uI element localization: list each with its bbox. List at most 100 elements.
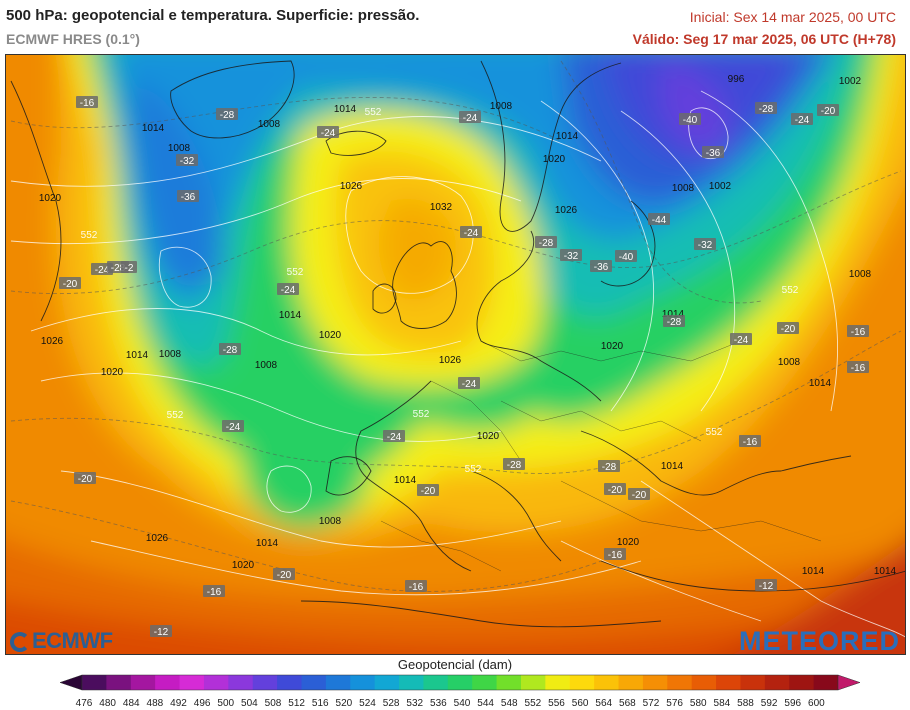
temperature-label: -40 [683, 115, 698, 126]
colorbar-tick: 524 [359, 698, 376, 709]
pressure-label: 1008 [168, 143, 191, 154]
temperature-label-bg [277, 283, 299, 295]
colorbar-segment [667, 675, 693, 690]
colorbar-tick: 560 [572, 698, 589, 709]
colorbar-tick: 520 [336, 698, 353, 709]
temperature-label-bg [739, 435, 761, 447]
colorbar-tick: 492 [170, 698, 187, 709]
contour-label: 552 [413, 409, 430, 420]
temperature-label-bg [219, 343, 241, 355]
colorbar-segment [252, 675, 278, 690]
colorbar-tick: 480 [99, 698, 116, 709]
contour-label: 552 [287, 267, 304, 278]
colorbar-tick: 488 [147, 698, 164, 709]
pressure-label: 1020 [39, 193, 62, 204]
temperature-label: -28 [507, 460, 522, 471]
pressure-label: 1026 [555, 205, 578, 216]
colorbar-segment [203, 675, 229, 690]
colorbar-tick: 548 [501, 698, 518, 709]
colorbar-arrow-right [837, 674, 861, 691]
colorbar-segment [374, 675, 400, 690]
temperature-label-bg [679, 113, 701, 125]
weather-map[interactable]: 996 1002 1014 1008 1014 1008 1008 1014 1020 1008 1… [5, 54, 906, 655]
pressure-label: 1026 [439, 355, 462, 366]
colorbar-segment [325, 675, 351, 690]
pressure-label: 1020 [477, 431, 500, 442]
contour-label: 552 [706, 427, 723, 438]
temperature-label-bg [604, 548, 626, 560]
colorbar-segment [472, 675, 498, 690]
pressure-label: 1014 [809, 378, 832, 389]
temperature-label: -24 [95, 265, 110, 276]
pressure-label: 1008 [255, 360, 278, 371]
temperature-label-bg [702, 146, 724, 158]
temperature-label: -24 [795, 115, 810, 126]
colorbar-tick: 596 [784, 698, 801, 709]
temperature-label: -20 [63, 279, 78, 290]
colorbar-tick: 588 [737, 698, 754, 709]
colorbar-tick: 528 [383, 698, 400, 709]
temperature-label-bg [791, 113, 813, 125]
colorbar-segment [179, 675, 205, 690]
temperature-label-bg [694, 238, 716, 250]
temperature-label: -24 [463, 113, 478, 124]
pressure-label: 1020 [232, 560, 255, 571]
pressure-label: 1008 [258, 119, 281, 130]
colorbar-tick: 564 [595, 698, 612, 709]
temperature-label-bg [503, 458, 525, 470]
pressure-label: 1008 [672, 183, 695, 194]
legend-title: Geopotencial (dam) [397, 657, 513, 672]
pressure-label: 1008 [319, 516, 342, 527]
temperature-label-bg [730, 333, 752, 345]
colorbar-segment [813, 675, 839, 690]
colorbar-tick: 568 [619, 698, 636, 709]
colorbar: 476 480 484 488 492 496 500 504 508 512 516 520 524 5… [59, 674, 861, 709]
temperature-label: -24 [387, 432, 402, 443]
temperature-label: -40 [619, 252, 634, 263]
temperature-label-bg [598, 460, 620, 472]
model-name: ECMWF HRES (0.1°) [6, 31, 140, 47]
temperature-isotherms [10, 60, 902, 592]
temperature-label-bg [535, 236, 557, 248]
temperature-label-bg [817, 104, 839, 116]
temperature-label-bg [317, 126, 339, 138]
colorbar-segment [618, 675, 644, 690]
temperature-label: -28 [539, 238, 554, 249]
colorbar-tick: 504 [241, 698, 258, 709]
colorbar-segment [277, 675, 302, 690]
temperature-label: -16 [851, 363, 866, 374]
colorbar-segment [740, 675, 766, 690]
colorbar-segment [130, 675, 156, 690]
colorbar-segment [520, 675, 546, 690]
contour-label: 552 [782, 285, 799, 296]
temperature-label-bg [615, 250, 637, 262]
pressure-label: 1032 [430, 202, 453, 213]
temperature-label: -20 [277, 570, 292, 581]
temperature-label-bg [460, 226, 482, 238]
pressure-label: 1002 [839, 76, 862, 87]
pressure-label: 1002 [709, 181, 732, 192]
pressure-label: 1014 [874, 566, 897, 577]
temperature-label: -32 [564, 251, 579, 262]
temperature-label: -44 [652, 215, 667, 226]
temperature-label-bg [203, 585, 225, 597]
temperature-label: -24 [462, 379, 477, 390]
pressure-label: 1014 [279, 310, 302, 321]
pressure-label: 1014 [802, 566, 825, 577]
pressure-label: 1020 [617, 537, 640, 548]
temperature-label: -20 [781, 324, 796, 335]
colorbar-segment [228, 675, 254, 690]
temperature-label-bg [847, 325, 869, 337]
colorbar-segment [691, 675, 717, 690]
contour-label: 552 [465, 464, 482, 475]
pressure-label: 1014 [142, 123, 165, 134]
pressure-label: 1014 [256, 538, 279, 549]
colorbar-tick: 508 [265, 698, 282, 709]
colorbar-tick: 476 [76, 698, 93, 709]
colorbar-segment [545, 675, 571, 690]
pressure-label: 1008 [159, 349, 182, 360]
temperature-label-bg [383, 430, 405, 442]
temperature-label-bg [560, 249, 582, 261]
